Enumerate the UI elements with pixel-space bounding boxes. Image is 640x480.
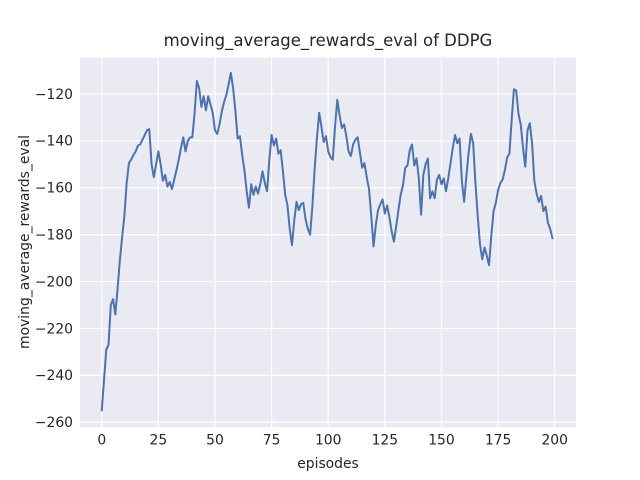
x-tick-label: 200 <box>541 433 568 449</box>
x-tick-label: 25 <box>150 433 168 449</box>
reward-line-series <box>100 71 554 412</box>
x-tick-label: 100 <box>315 433 342 449</box>
y-tick-label: −180 <box>35 227 73 243</box>
x-tick-label: 175 <box>485 433 512 449</box>
y-tick-label: −240 <box>35 368 73 384</box>
y-tick-label: −260 <box>35 415 73 431</box>
x-tick-label: 125 <box>372 433 399 449</box>
x-tick-label: 150 <box>428 433 455 449</box>
y-axis-label: moving_average_rewards_eval <box>17 135 33 349</box>
x-tick-label: 50 <box>206 433 224 449</box>
y-tick-label: −200 <box>35 274 73 290</box>
chart-title: moving_average_rewards_eval of DDPG <box>163 31 493 50</box>
x-tick-label: 75 <box>263 433 281 449</box>
y-tick-label: −120 <box>35 87 73 103</box>
x-tick-label: 0 <box>97 433 106 449</box>
x-axis-label: episodes <box>297 456 359 472</box>
y-tick-label: −160 <box>35 181 73 197</box>
y-tick-label: −140 <box>35 134 73 150</box>
y-tick-label: −220 <box>35 321 73 337</box>
